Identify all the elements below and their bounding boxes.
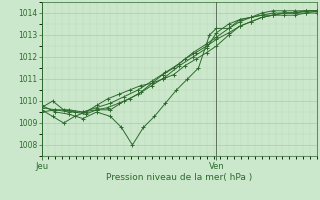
X-axis label: Pression niveau de la mer( hPa ): Pression niveau de la mer( hPa ) <box>106 173 252 182</box>
